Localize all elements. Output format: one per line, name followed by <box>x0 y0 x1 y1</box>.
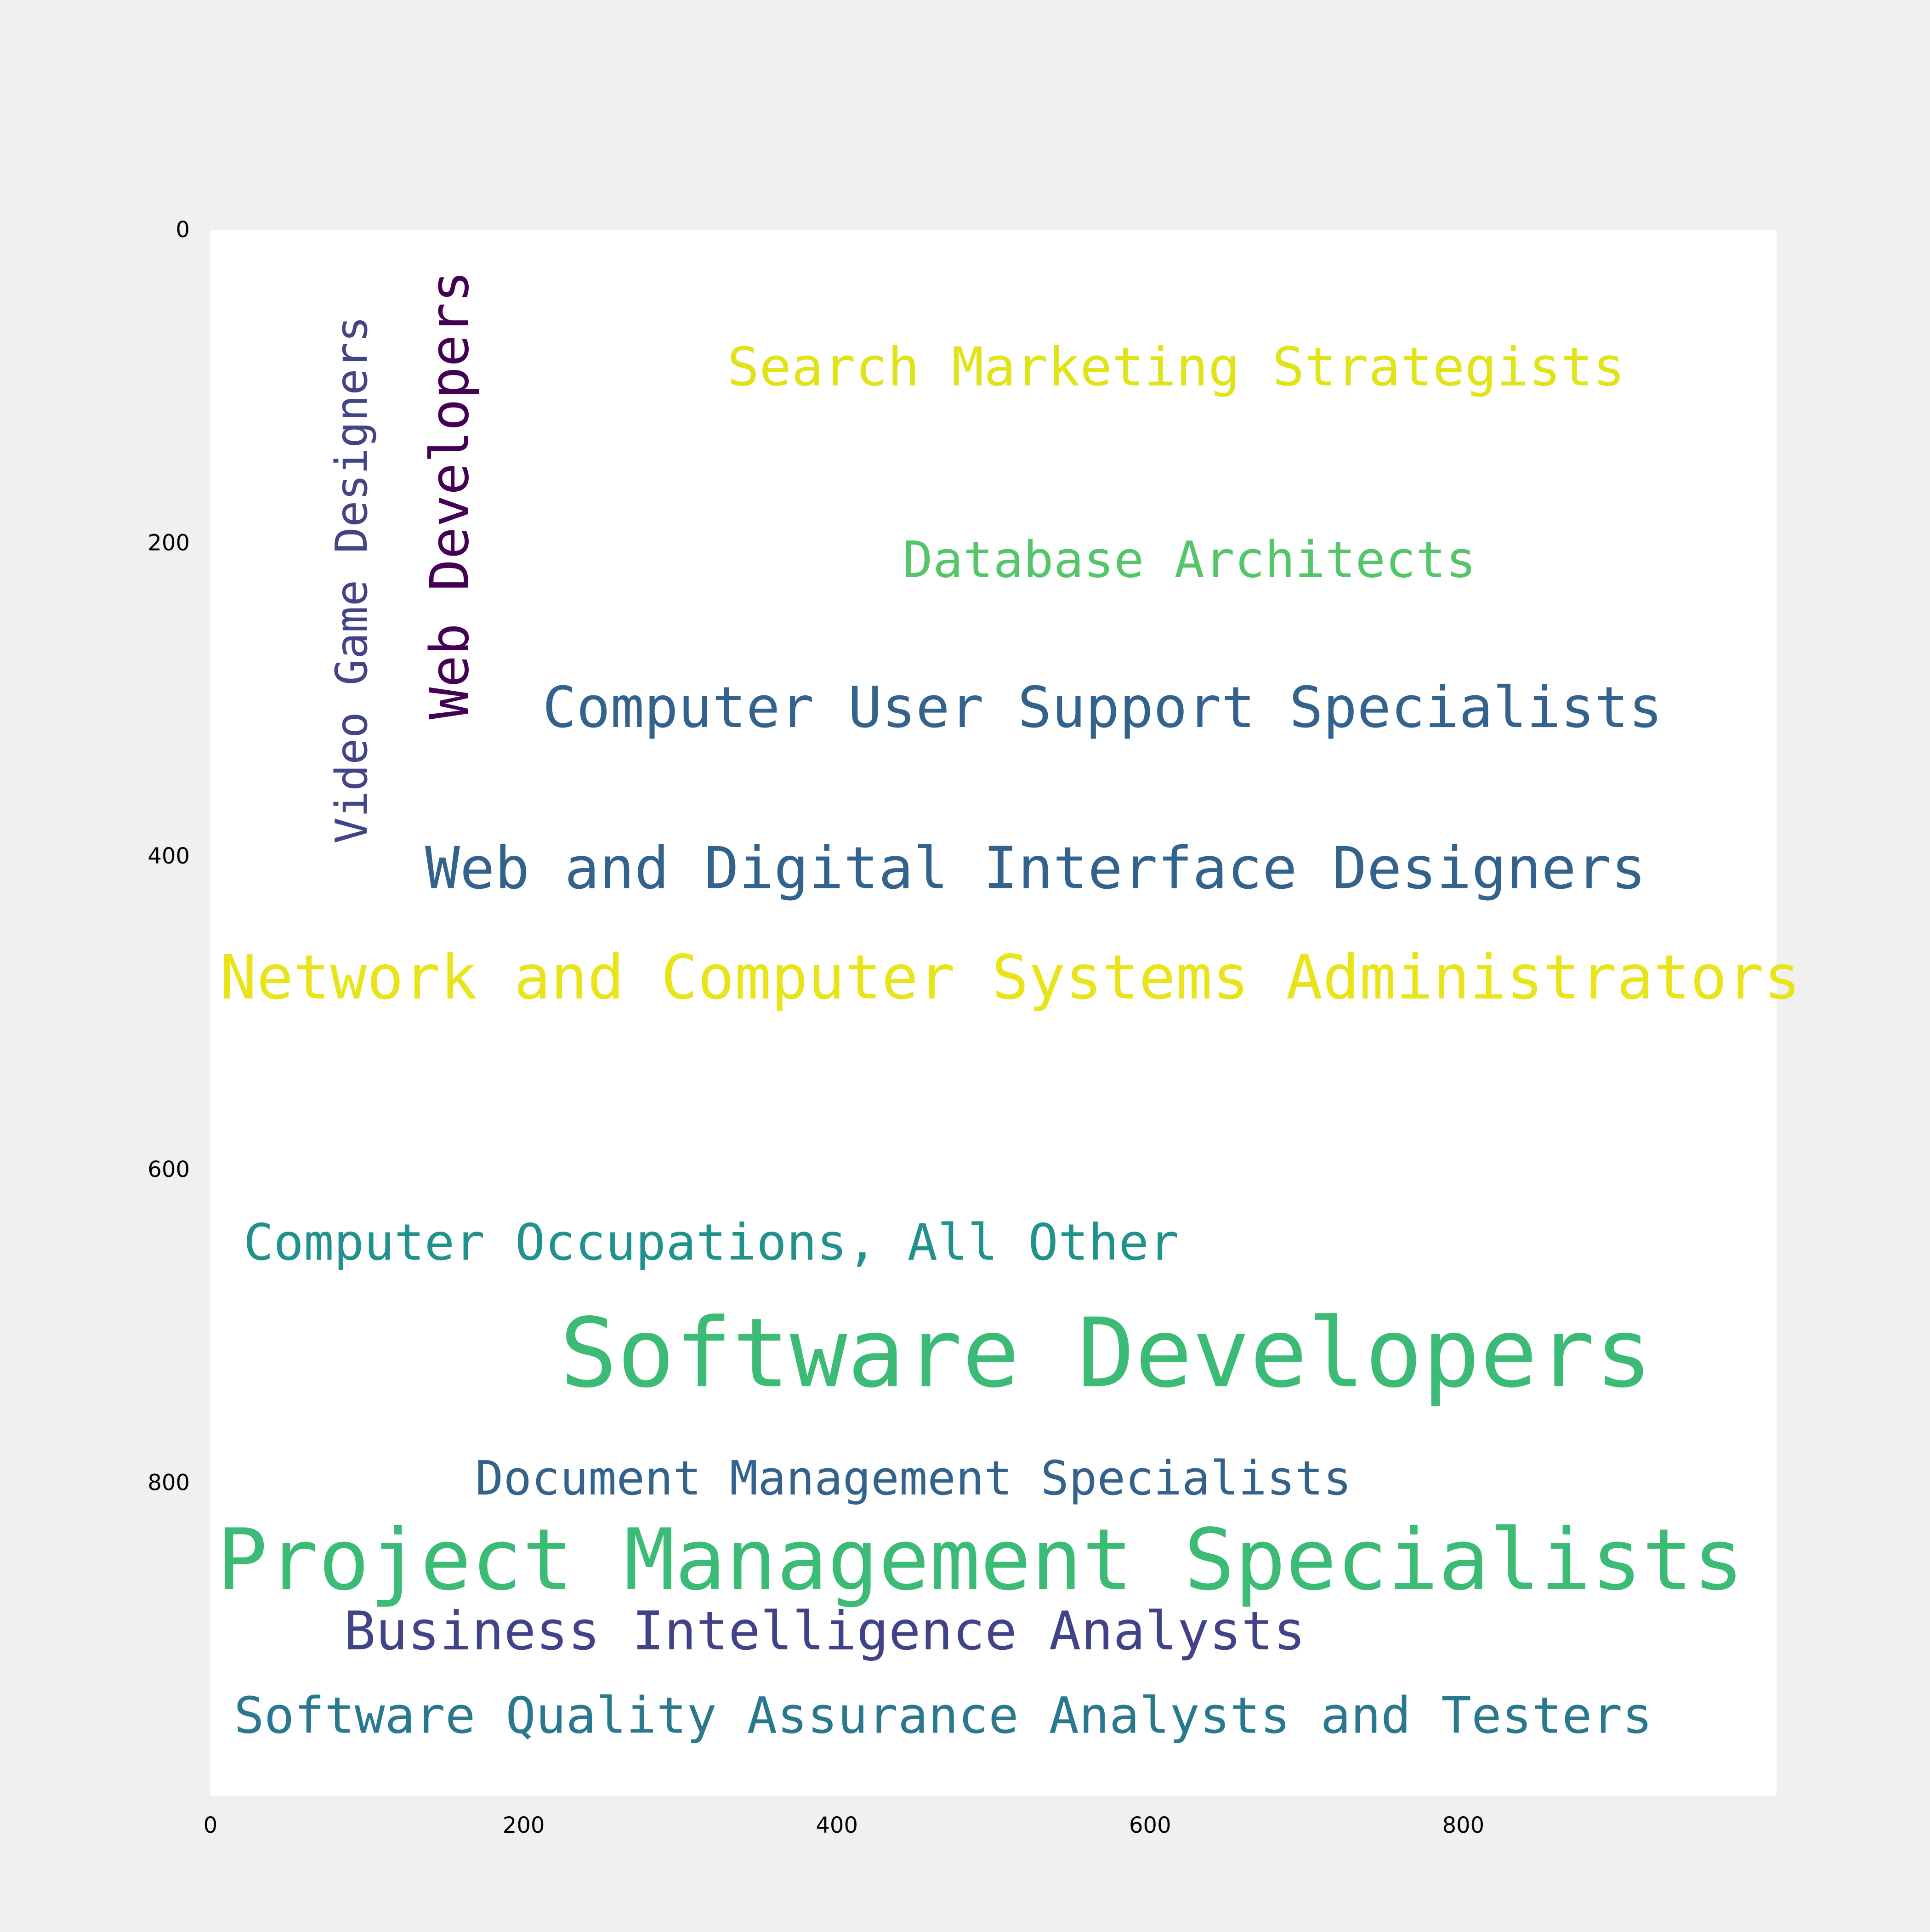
y-axis-ticks: 0 200 400 600 800 <box>148 217 190 1495</box>
word-software-quality-assurance-analysts-and-testers: Software Quality Assurance Analysts and … <box>234 1686 1652 1744</box>
plot-area <box>210 230 1777 1796</box>
word-software-developers: Software Developers <box>560 1298 1652 1409</box>
word-computer-user-support-specialists: Computer User Support Specialists <box>543 675 1663 740</box>
word-search-marketing-strategists: Search Marketing Strategists <box>727 336 1625 398</box>
word-database-architects: Database Architects <box>903 530 1476 589</box>
word-web-developers: Web Developers <box>419 271 481 720</box>
y-tick-label-800: 800 <box>148 1470 190 1495</box>
word-computer-occupations-all-other: Computer Occupations, All Other <box>244 1213 1179 1272</box>
x-axis-ticks: 0 200 400 600 800 <box>204 1813 1484 1838</box>
y-tick-label-0: 0 <box>176 217 190 243</box>
x-tick-label-400: 400 <box>816 1813 858 1838</box>
word-project-management-specialists: Project Management Specialists <box>217 1511 1744 1609</box>
words-layer: Search Marketing Strategists Database Arc… <box>217 271 1801 1745</box>
word-video-game-designers: Video Game Designers <box>326 316 377 844</box>
word-business-intelligence-analysts: Business Intelligence Analysts <box>344 1600 1306 1662</box>
y-tick-label-600: 600 <box>148 1157 190 1182</box>
y-tick-label-200: 200 <box>148 530 190 556</box>
y-tick-label-400: 400 <box>148 843 190 869</box>
x-tick-label-600: 600 <box>1129 1813 1171 1838</box>
word-document-management-specialists: Document Management Specialists <box>475 1451 1351 1506</box>
word-web-and-digital-interface-designers: Web and Digital Interface Designers <box>425 835 1646 902</box>
x-tick-label-200: 200 <box>503 1813 545 1838</box>
x-tick-label-800: 800 <box>1442 1813 1485 1838</box>
x-tick-label-0: 0 <box>204 1813 218 1838</box>
word-network-and-computer-systems-administrators: Network and Computer Systems Administrat… <box>220 943 1800 1013</box>
